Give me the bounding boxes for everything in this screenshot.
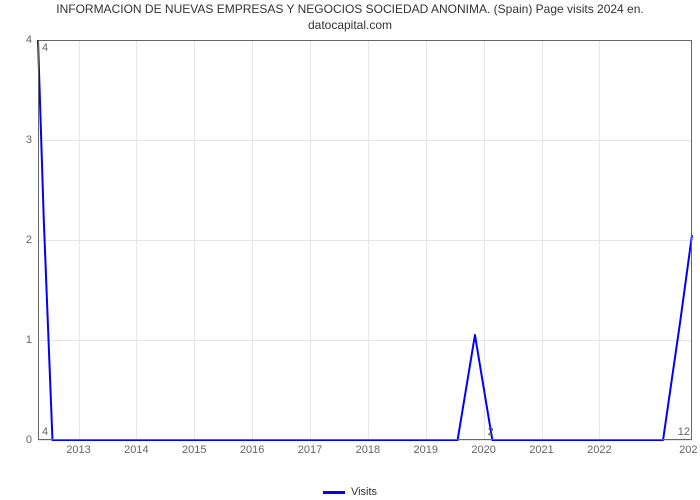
legend-swatch: [323, 491, 345, 494]
corner-bottom-left: 4: [42, 426, 48, 438]
line-series: [38, 40, 692, 440]
corner-top-left: 4: [42, 42, 48, 54]
chart-title: INFORMACION DE NUEVAS EMPRESAS Y NEGOCIO…: [0, 0, 700, 33]
title-line-2: datocapital.com: [308, 18, 392, 32]
x-tick-label: 2015: [182, 440, 206, 456]
y-tick-label: 1: [26, 334, 38, 346]
y-tick-label: 0: [26, 434, 38, 446]
visits-line: [38, 40, 692, 440]
y-tick-label: 3: [26, 134, 38, 146]
x-tick-label: 202: [679, 440, 697, 456]
chart-container: INFORMACION DE NUEVAS EMPRESAS Y NEGOCIO…: [0, 0, 700, 500]
x-tick-label: 2013: [66, 440, 90, 456]
x-tick-label: 2022: [587, 440, 611, 456]
plot-area: 01234 2013201420152016201720182019202020…: [38, 40, 692, 440]
x-tick-label: 2014: [124, 440, 148, 456]
title-line-1: INFORMACION DE NUEVAS EMPRESAS Y NEGOCIO…: [56, 2, 644, 16]
x-tick-label: 2018: [356, 440, 380, 456]
x-tick-label: 2020: [471, 440, 495, 456]
legend: Visits: [0, 486, 700, 498]
x-tick-label: 2017: [298, 440, 322, 456]
corner-bottom-right-inner: 2: [488, 426, 494, 438]
corner-bottom-right-outer: 12: [678, 426, 690, 438]
y-tick-label: 4: [26, 34, 38, 46]
y-tick-label: 2: [26, 234, 38, 246]
x-tick-label: 2016: [240, 440, 264, 456]
x-tick-label: 2021: [529, 440, 553, 456]
legend-label: Visits: [351, 486, 377, 498]
x-tick-label: 2019: [414, 440, 438, 456]
